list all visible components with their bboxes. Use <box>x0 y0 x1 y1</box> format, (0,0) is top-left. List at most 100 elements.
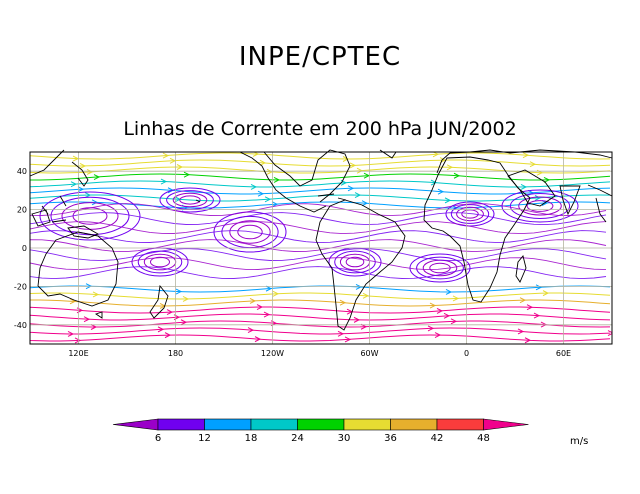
flow-arrow <box>344 336 352 343</box>
lon-tick-label: 180 <box>168 349 183 358</box>
flow-arrow <box>259 159 267 166</box>
page-title: INPE/CPTEC <box>238 42 402 72</box>
flow-arrow <box>160 178 168 185</box>
plot-frame <box>29 151 613 345</box>
flow-arrow <box>519 297 527 304</box>
colorbar-box <box>204 418 252 431</box>
flow-arrow <box>534 194 542 201</box>
eddy-streamline <box>172 192 208 208</box>
streamline <box>30 334 611 342</box>
eddy-streamline <box>518 196 562 216</box>
streamline <box>30 159 611 167</box>
flow-arrow <box>361 200 369 207</box>
flow-arrow <box>526 304 534 311</box>
colorbar-box <box>250 418 298 431</box>
eddy-streamline <box>526 200 554 212</box>
flow-arrow <box>354 192 362 199</box>
streamline <box>30 257 607 271</box>
axis-labels: 120E 180 120W 60W 0 60E 40 20 0 -20 -40 <box>14 167 571 358</box>
streamline <box>30 203 607 217</box>
colorbar-tick-label: 30 <box>338 433 351 444</box>
colorbar-tick-label: 24 <box>291 433 304 444</box>
eddy-streamline <box>339 253 371 271</box>
eddy-streamline <box>237 224 263 240</box>
colorbar-low-arrow <box>112 418 159 431</box>
flow-arrow <box>436 307 444 314</box>
flow-arrow <box>169 157 177 164</box>
eddy-streamline <box>150 256 170 268</box>
flow-arrow <box>93 174 101 180</box>
flow-arrow <box>543 176 551 183</box>
streamline <box>30 180 611 188</box>
flow-arrow <box>91 199 99 206</box>
flow-arrow <box>157 326 165 333</box>
flow-arrow <box>445 289 453 295</box>
flow-arrow <box>353 316 361 323</box>
flow-arrow <box>272 290 280 297</box>
flow-arrow <box>70 181 78 188</box>
colorbar-box <box>343 418 391 431</box>
colorbar-high-arrow <box>483 418 529 431</box>
flow-arrow <box>247 327 255 334</box>
flow-arrow <box>86 169 94 175</box>
flow-arrow <box>79 163 87 169</box>
flow-arrow <box>249 297 257 304</box>
streamline <box>30 230 607 244</box>
colorbar-box <box>297 418 345 431</box>
flow-arrow <box>182 296 190 302</box>
unit-label: m/s <box>570 436 588 447</box>
flow-arrow <box>542 290 550 297</box>
flow-arrow <box>437 188 445 195</box>
colorbar-tick-label: 6 <box>155 433 161 444</box>
flow-arrow <box>90 324 98 330</box>
eddy-streamline <box>416 256 464 280</box>
lat-tick-label: -40 <box>14 321 27 330</box>
lat-tick-label: 20 <box>17 206 27 215</box>
flow-arrow <box>250 183 258 190</box>
flow-arrow <box>254 336 262 343</box>
streamline <box>30 320 611 328</box>
flow-arrow <box>524 337 532 344</box>
streamline <box>30 299 611 307</box>
flow-arrow <box>517 328 525 335</box>
flow-arrow <box>529 161 537 168</box>
lon-tick-label: 120W <box>261 349 284 358</box>
eddy-streamline <box>456 206 484 222</box>
colorbar-box <box>390 418 438 431</box>
flow-arrow <box>452 295 460 302</box>
flow-arrow <box>427 325 435 332</box>
flow-arrow <box>535 284 543 291</box>
eddy-streamline <box>221 215 279 249</box>
flow-arrow <box>444 197 452 204</box>
flow-arrow <box>450 318 458 325</box>
flow-arrow <box>69 298 77 305</box>
colorbar-box <box>436 418 484 431</box>
lat-tick-label: -20 <box>14 282 27 291</box>
flow-arrow <box>443 312 451 319</box>
flow-arrow <box>92 291 100 298</box>
flow-arrow <box>77 186 85 193</box>
flow-arrow <box>74 337 82 344</box>
streamline <box>30 292 611 300</box>
eddy-streamline <box>229 220 271 244</box>
streamline <box>30 248 607 262</box>
flow-arrow <box>430 179 438 186</box>
flow-arrow <box>607 330 612 336</box>
streamline <box>30 212 607 226</box>
flow-arrow <box>347 185 355 192</box>
flow-arrow <box>429 302 437 309</box>
flow-arrow <box>175 288 183 295</box>
flow-arrow <box>176 164 184 170</box>
flow-arrow <box>337 330 345 337</box>
flow-arrow <box>166 309 174 316</box>
streamline <box>30 173 611 181</box>
colorbar-tick-label: 12 <box>198 433 211 444</box>
streamlines-layer <box>30 152 612 344</box>
flow-arrow <box>434 332 442 338</box>
flow-arrow <box>264 196 272 203</box>
map-title: Linhas de Corrente em 200 hPa JUN/2002 <box>123 118 517 140</box>
eddy-streamline <box>39 191 141 241</box>
flow-arrow <box>432 152 440 158</box>
flow-arrow <box>520 183 528 190</box>
eddy-streamline <box>450 204 490 224</box>
